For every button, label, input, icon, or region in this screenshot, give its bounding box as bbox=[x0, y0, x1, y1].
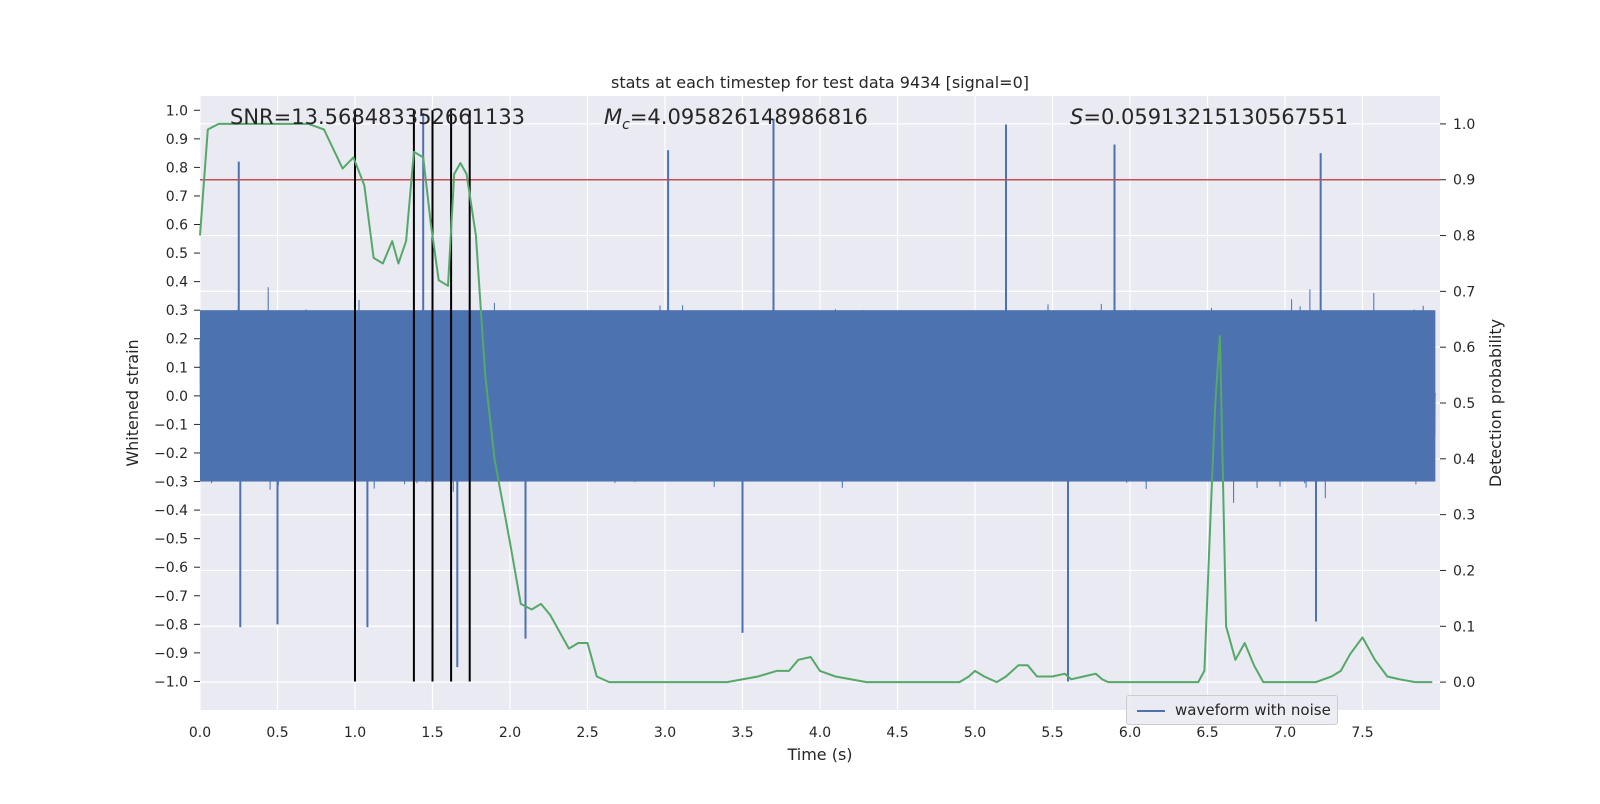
y-left-tick-label: −0.2 bbox=[154, 446, 188, 462]
legend-label: waveform with noise bbox=[1175, 701, 1331, 719]
y-left-tick-label: 0.4 bbox=[166, 275, 188, 291]
x-tick-label: 7.0 bbox=[1274, 725, 1296, 741]
mc-value: =4.095826148986816 bbox=[630, 105, 868, 129]
x-tick-label: 1.5 bbox=[421, 725, 443, 741]
chart-title: stats at each timestep for test data 943… bbox=[611, 73, 1029, 92]
x-tick-label: 0.5 bbox=[266, 725, 288, 741]
y-left-tick-label: −0.7 bbox=[154, 589, 188, 605]
y-right-tick-label: 0.8 bbox=[1453, 229, 1475, 245]
noise-series bbox=[199, 113, 1436, 682]
x-tick-label: 2.0 bbox=[499, 725, 521, 741]
y-right-tick-label: 0.6 bbox=[1453, 340, 1475, 356]
y-left-tick-label: 0.3 bbox=[166, 303, 188, 319]
y-left-tick-label: 0.5 bbox=[166, 246, 188, 262]
x-tick-label: 5.5 bbox=[1041, 725, 1063, 741]
y-left-tick-labels: 1.0 0.9 0.8 0.7 0.6 0.5 0.4 0.3 0.2 0.1 0.0 −0.1 −0.… bbox=[154, 103, 200, 690]
y-left-tick-label: −0.1 bbox=[154, 417, 188, 433]
y-left-tick-label: 0.7 bbox=[166, 189, 188, 205]
y-right-tick-labels: 1.0 0.9 0.8 0.7 0.6 0.5 0.4 0.3 0.2 0.1 0.0 bbox=[1440, 117, 1475, 691]
y-left-tick-label: −0.6 bbox=[154, 560, 188, 576]
y-right-tick-label: 0.5 bbox=[1453, 396, 1475, 412]
x-tick-labels: 0.0 0.5 1.0 1.5 2.0 2.5 3.0 3.5 4.0 4.5 5.0 5.5 6.0 6… bbox=[189, 725, 1374, 741]
probability-series bbox=[199, 122, 1433, 684]
x-tick-label: 3.0 bbox=[654, 725, 676, 741]
y-left-tick-label: 0.9 bbox=[166, 132, 188, 148]
legend: waveform with noise bbox=[1126, 695, 1338, 725]
y-left-tick-label: −0.9 bbox=[154, 646, 188, 662]
x-tick-label: 1.0 bbox=[344, 725, 366, 741]
y-right-tick-label: 1.0 bbox=[1453, 117, 1475, 133]
x-tick-label: 2.5 bbox=[576, 725, 598, 741]
x-tick-label: 0.0 bbox=[189, 725, 211, 741]
x-tick-label: 5.0 bbox=[964, 725, 986, 741]
x-tick-label: 6.5 bbox=[1196, 725, 1218, 741]
snr-annotation: SNR=13.568483352661133 bbox=[230, 105, 525, 129]
y-right-tick-label: 0.7 bbox=[1453, 284, 1475, 300]
y-left-tick-label: 0.0 bbox=[166, 389, 188, 405]
mc-symbol: M bbox=[604, 105, 622, 129]
x-tick-label: 4.0 bbox=[809, 725, 831, 741]
noise-core-band bbox=[200, 310, 1436, 482]
y-left-tick-label: 0.2 bbox=[166, 332, 188, 348]
y-right-tick-label: 0.1 bbox=[1453, 619, 1475, 635]
probability-line bbox=[199, 122, 1433, 684]
s-annotation: S=0.05913215130567551 bbox=[1070, 105, 1348, 129]
y-left-tick-label: 0.1 bbox=[166, 360, 188, 376]
x-tick-label: 3.5 bbox=[731, 725, 753, 741]
y-right-axis-label: Detection probability bbox=[1486, 319, 1505, 487]
mc-annotation: Mc=4.095826148986816 bbox=[604, 105, 868, 133]
y-left-tick-label: 0.8 bbox=[166, 160, 188, 176]
vertical-markers bbox=[354, 110, 471, 682]
x-axis-label: Time (s) bbox=[786, 745, 852, 764]
y-left-tick-label: 0.6 bbox=[166, 218, 188, 234]
y-left-tick-label: −0.3 bbox=[154, 475, 188, 491]
y-right-tick-label: 0.3 bbox=[1453, 508, 1475, 524]
y-left-tick-label: −0.4 bbox=[154, 503, 188, 519]
y-right-tick-label: 0.9 bbox=[1453, 173, 1475, 189]
y-right-tick-label: 0.2 bbox=[1453, 563, 1475, 579]
y-left-tick-label: −0.8 bbox=[154, 617, 188, 633]
y-right-tick-label: 0.0 bbox=[1453, 675, 1475, 691]
s-value: =0.05913215130567551 bbox=[1083, 105, 1348, 129]
y-left-tick-label: −0.5 bbox=[154, 532, 188, 548]
y-left-tick-label: −1.0 bbox=[154, 674, 188, 690]
x-tick-label: 6.0 bbox=[1119, 725, 1141, 741]
x-tick-label: 4.5 bbox=[886, 725, 908, 741]
s-symbol: S bbox=[1070, 105, 1083, 129]
mc-subscript: c bbox=[622, 117, 630, 133]
x-tick-label: 7.5 bbox=[1351, 725, 1373, 741]
y-left-tick-label: 1.0 bbox=[166, 103, 188, 119]
legend-line-swatch bbox=[1137, 710, 1165, 712]
y-right-tick-label: 0.4 bbox=[1453, 452, 1475, 468]
y-left-axis-label: Whitened strain bbox=[123, 339, 142, 466]
